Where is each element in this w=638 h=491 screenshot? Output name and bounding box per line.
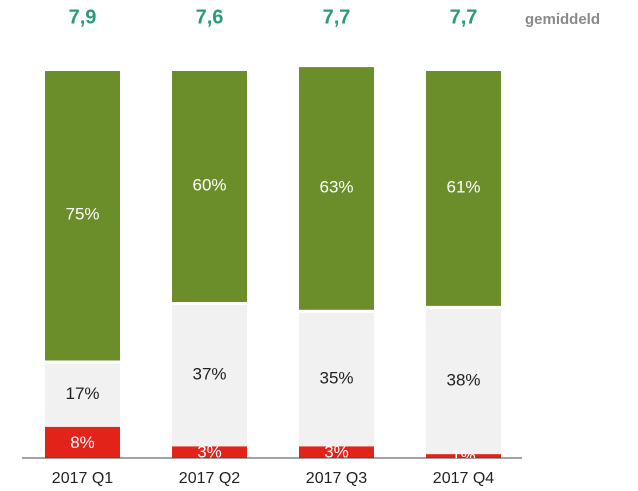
bar-segment	[45, 426, 120, 458]
bar-segment	[299, 446, 374, 458]
bar-segment	[45, 71, 120, 361]
bar-segment	[172, 446, 247, 458]
value-label: 8%	[70, 433, 95, 452]
value-label: 37%	[192, 365, 226, 384]
value-label: 75%	[65, 205, 99, 224]
value-label: 38%	[446, 370, 480, 389]
average-label: 7,6	[196, 6, 224, 28]
bar-segment	[172, 71, 247, 302]
bar-segment	[299, 312, 374, 447]
value-label: 1%	[451, 447, 476, 466]
value-label: 63%	[319, 177, 353, 196]
value-label: 60%	[192, 175, 226, 194]
x-tick-label: 2017 Q3	[306, 470, 367, 487]
value-label: 3%	[197, 443, 222, 462]
label-layer: 8% 17% 75% 3% 37% 60% 3% 35% 63% 1% 38% 61%	[65, 175, 480, 466]
x-tick-label: 2017 Q4	[433, 470, 494, 487]
average-legend: gemiddeld	[525, 11, 600, 28]
bar-segment	[45, 363, 120, 427]
value-label: 3%	[324, 443, 349, 462]
bar-segment	[426, 454, 501, 458]
x-tick-label: 2017 Q1	[52, 470, 113, 487]
bar-segment	[299, 67, 374, 310]
bar-segment	[426, 71, 501, 306]
bar-segment	[172, 305, 247, 447]
average-label: 7,7	[450, 6, 478, 28]
value-label: 17%	[65, 384, 99, 403]
average-label: 7,7	[323, 6, 351, 28]
x-tick-label: 2017 Q2	[179, 470, 240, 487]
value-label: 61%	[446, 177, 480, 196]
average-label: 7,9	[69, 6, 97, 28]
bar-segment	[426, 308, 501, 455]
value-label: 35%	[319, 369, 353, 388]
